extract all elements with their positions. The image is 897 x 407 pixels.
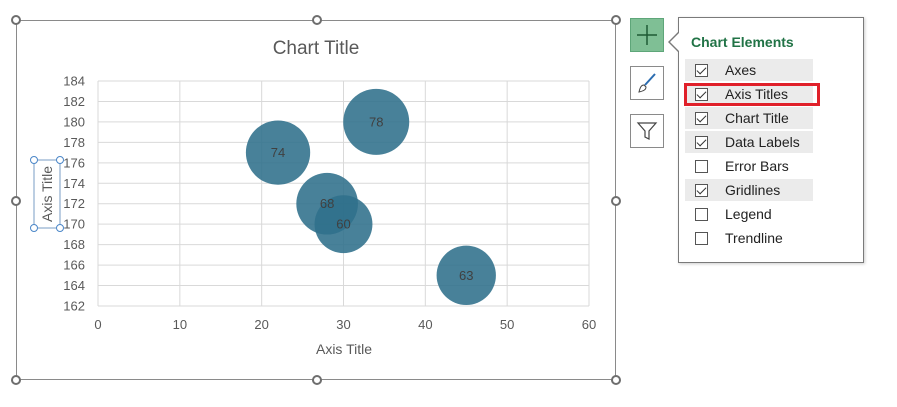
option-label: Data Labels — [725, 134, 800, 150]
x-axis-ticks: 0 10 20 30 40 50 60 — [94, 317, 596, 332]
bubble — [245, 120, 311, 185]
option-label: Gridlines — [725, 182, 781, 198]
option-axes[interactable]: Axes — [685, 59, 813, 81]
data-label: 68 — [320, 196, 334, 211]
y-axis-ticks: 162 164 166 168 170 172 174 176 178 180 182 184 — [63, 74, 85, 314]
selection-handle[interactable] — [56, 156, 64, 164]
x-tick-label: 20 — [254, 317, 268, 332]
checkbox[interactable] — [695, 183, 708, 197]
filter-icon — [636, 122, 658, 140]
x-tick-label: 50 — [500, 317, 514, 332]
resize-handle-bottom-right[interactable] — [611, 375, 621, 385]
checkbox[interactable] — [695, 159, 708, 173]
option-axis-titles[interactable]: Axis Titles — [685, 83, 813, 105]
option-trendline[interactable]: Trendline — [685, 227, 813, 249]
option-label: Axes — [725, 62, 757, 78]
y-tick-label: 162 — [63, 299, 85, 314]
y-tick-label: 182 — [63, 94, 85, 109]
option-legend[interactable]: Legend — [685, 203, 813, 225]
option-label: Trendline — [725, 230, 783, 246]
y-tick-label: 164 — [63, 278, 85, 293]
chart-area[interactable]: Chart Title 162 164 166 168 170 172 174 176 178 1… — [11, 15, 621, 385]
option-chart-title[interactable]: Chart Title — [685, 107, 813, 129]
x-tick-label: 0 — [94, 317, 101, 332]
chart-styles-button[interactable] — [630, 66, 664, 100]
resize-handle-top-left[interactable] — [11, 15, 21, 25]
option-data-labels[interactable]: Data Labels — [685, 131, 813, 153]
resize-handle-top-right[interactable] — [611, 15, 621, 25]
data-label: 78 — [369, 114, 383, 129]
checkbox[interactable] — [695, 111, 708, 125]
y-tick-label: 184 — [63, 74, 85, 89]
popup-pointer-fill — [670, 32, 680, 52]
y-tick-label: 178 — [63, 135, 85, 150]
brush-icon — [638, 73, 656, 93]
y-axis-title-selection-box — [33, 159, 61, 229]
data-label: 74 — [271, 145, 285, 160]
option-label: Legend — [725, 206, 772, 222]
panel-title: Chart Elements — [691, 34, 794, 50]
resize-handle-top[interactable] — [312, 15, 322, 25]
chart-elements-button[interactable] — [630, 18, 664, 52]
chart-filters-button[interactable] — [630, 114, 664, 148]
y-tick-label: 166 — [63, 258, 85, 273]
plus-icon — [637, 25, 657, 45]
option-label: Axis Titles — [725, 86, 789, 102]
x-tick-label: 30 — [336, 317, 350, 332]
y-tick-label: 176 — [63, 155, 85, 170]
highlight-box — [684, 83, 820, 106]
x-tick-label: 10 — [173, 317, 187, 332]
resize-handle-bottom-left[interactable] — [11, 375, 21, 385]
bubble — [436, 245, 496, 305]
resize-handle-left[interactable] — [11, 196, 21, 206]
option-error-bars[interactable]: Error Bars — [685, 155, 813, 177]
y-tick-label: 168 — [63, 237, 85, 252]
y-tick-label: 170 — [63, 217, 85, 232]
checkbox[interactable] — [695, 207, 708, 221]
y-tick-label: 180 — [63, 114, 85, 129]
checkbox[interactable] — [695, 231, 708, 245]
y-tick-label: 174 — [63, 176, 85, 191]
bubble — [343, 88, 410, 155]
selection-handle[interactable] — [30, 224, 38, 232]
data-label: 60 — [336, 217, 350, 232]
checkbox[interactable] — [695, 63, 708, 77]
x-axis-title[interactable]: Axis Title — [316, 341, 372, 357]
x-tick-label: 40 — [418, 317, 432, 332]
option-gridlines[interactable]: Gridlines — [685, 179, 813, 201]
y-axis-title-group[interactable]: Axis Title — [30, 156, 64, 232]
selection-handle[interactable] — [56, 224, 64, 232]
selection-handle[interactable] — [30, 156, 38, 164]
resize-handle-right[interactable] — [611, 196, 621, 206]
y-tick-label: 172 — [63, 196, 85, 211]
chart-title[interactable]: Chart Title — [273, 38, 360, 59]
checkbox[interactable] — [695, 135, 708, 149]
y-axis-title[interactable]: Axis Title — [39, 166, 55, 222]
option-label: Chart Title — [725, 110, 789, 126]
data-label: 63 — [459, 268, 473, 283]
checkbox[interactable] — [695, 87, 708, 101]
bubble — [314, 195, 373, 254]
option-label: Error Bars — [725, 158, 789, 174]
resize-handle-bottom[interactable] — [312, 375, 322, 385]
chart-elements-panel: Chart Elements Axes Axis Titles Chart Ti… — [678, 17, 864, 263]
bubble-chart: Chart Title 1621641661681701721741761781… — [30, 38, 596, 357]
x-tick-label: 60 — [582, 317, 596, 332]
